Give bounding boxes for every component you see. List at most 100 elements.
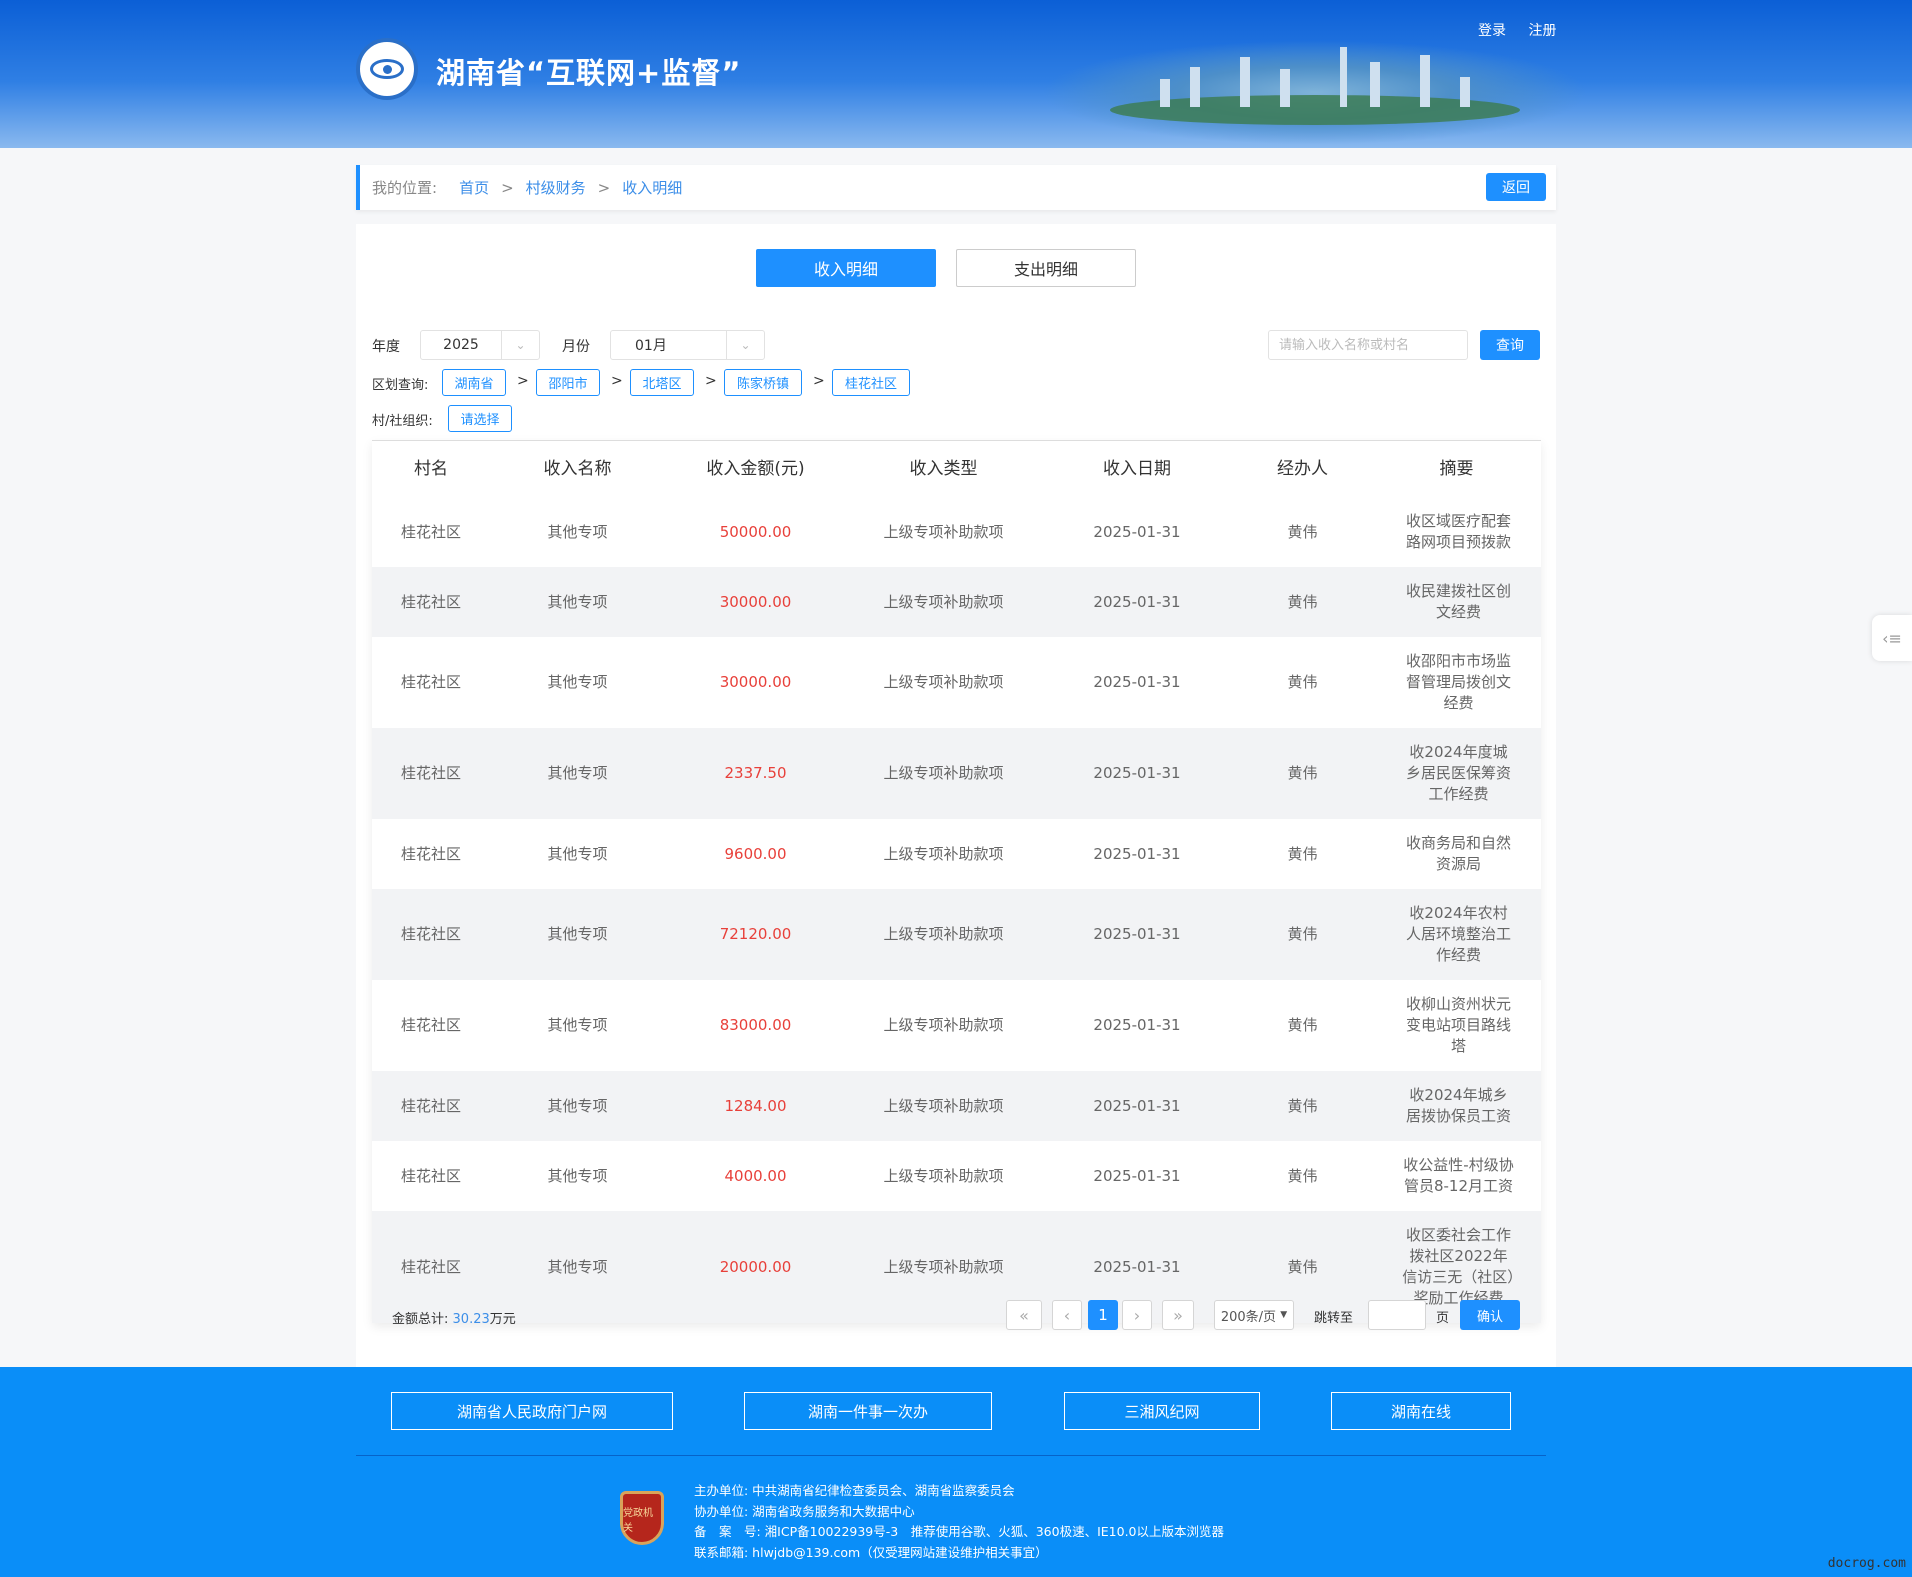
party-gov-badge-icon[interactable]: 党政机关 bbox=[620, 1491, 664, 1545]
breadcrumb-income-detail[interactable]: 收入明细 bbox=[622, 179, 683, 197]
register-link[interactable]: 注册 bbox=[1528, 23, 1557, 39]
column-header-summary: 摘要 bbox=[1439, 458, 1474, 479]
table-row[interactable]: 桂花社区 其他专项 9600.00 上级专项补助款项 2025-01-31 黄伟 收商务局和… bbox=[372, 819, 1541, 889]
breadcrumb-village-finance[interactable]: 村级财务 bbox=[525, 179, 586, 197]
region-label: 区划查询: bbox=[372, 378, 429, 393]
cell-date: 2025-01-31 bbox=[1093, 522, 1181, 541]
region-tag-community[interactable]: 桂花社区 bbox=[832, 369, 910, 396]
breadcrumb-home[interactable]: 首页 bbox=[459, 179, 490, 197]
main-panel: 收入明细 支出明细 年度 2025 ⌄ 月份 01月 ⌄ 查询 区划查询: 湖南… bbox=[356, 224, 1556, 1367]
tab-expense-detail[interactable]: 支出明细 bbox=[956, 249, 1136, 287]
table-body: 桂花社区 其他专项 50000.00 上级专项补助款项 2025-01-31 黄伟 收区域医… bbox=[372, 497, 1541, 1323]
query-button[interactable]: 查询 bbox=[1480, 330, 1540, 360]
cell-income-name: 其他专项 bbox=[547, 522, 608, 541]
cell-date: 2025-01-31 bbox=[1093, 592, 1181, 611]
cell-summary: 收邵阳市市场监督管理局拨创文经费 bbox=[1405, 652, 1511, 712]
cell-income-type: 上级专项补助款项 bbox=[883, 1096, 1004, 1115]
cell-summary: 收2024年度城乡居民医保筹资工作经费 bbox=[1405, 743, 1511, 803]
page-1-button[interactable]: 1 bbox=[1088, 1300, 1118, 1330]
cell-summary: 收民建拨社区创文经费 bbox=[1405, 582, 1511, 621]
login-link[interactable]: 登录 bbox=[1478, 23, 1506, 39]
cell-handler: 黄伟 bbox=[1287, 1096, 1318, 1115]
tab-income-detail[interactable]: 收入明细 bbox=[756, 249, 936, 287]
footer-link-sanxiang[interactable]: 三湘风纪网 bbox=[1064, 1392, 1260, 1430]
region-tag-district[interactable]: 北塔区 bbox=[630, 369, 694, 396]
footer-link-hunan-online[interactable]: 湖南在线 bbox=[1331, 1392, 1511, 1430]
next-page-button[interactable]: › bbox=[1122, 1300, 1152, 1330]
cell-date: 2025-01-31 bbox=[1093, 1016, 1181, 1034]
last-page-button[interactable]: » bbox=[1162, 1300, 1194, 1330]
region-tag-province[interactable]: 湖南省 bbox=[442, 369, 506, 396]
month-value: 01月 bbox=[635, 338, 667, 354]
jump-page-input[interactable] bbox=[1368, 1300, 1426, 1330]
cell-income-type: 上级专项补助款项 bbox=[883, 844, 1004, 863]
table-row[interactable]: 桂花社区 其他专项 50000.00 上级专项补助款项 2025-01-31 黄伟 收区域医… bbox=[372, 497, 1541, 567]
back-button[interactable]: 返回 bbox=[1486, 173, 1546, 201]
cell-handler: 黄伟 bbox=[1287, 925, 1318, 943]
breadcrumb-separator: > bbox=[597, 178, 611, 197]
org-select[interactable]: 请选择 bbox=[448, 405, 512, 432]
site-title: 湖南省“互联网+监督” bbox=[436, 56, 742, 90]
table-row[interactable]: 桂花社区 其他专项 83000.00 上级专项补助款项 2025-01-31 黄伟 收柳山资… bbox=[372, 980, 1541, 1071]
cell-handler: 黄伟 bbox=[1287, 592, 1318, 611]
page-size-value: 200条/页 bbox=[1220, 1309, 1277, 1325]
cell-income-name: 其他专项 bbox=[547, 925, 608, 943]
cell-income-type: 上级专项补助款项 bbox=[883, 522, 1004, 541]
table-row[interactable]: 桂花社区 其他专项 4000.00 上级专项补助款项 2025-01-31 黄伟 收公益性-… bbox=[372, 1141, 1541, 1211]
table-row[interactable]: 桂花社区 其他专项 30000.00 上级专项补助款项 2025-01-31 黄伟 收邵阳市… bbox=[372, 637, 1541, 728]
page-size-select[interactable]: 200条/页 ▼ bbox=[1214, 1300, 1294, 1330]
table-row[interactable]: 桂花社区 其他专项 20000.00 上级专项补助款项 2025-01-31 黄伟 收区委社… bbox=[372, 1211, 1541, 1323]
region-separator: > bbox=[813, 373, 825, 389]
confirm-jump-button[interactable]: 确认 bbox=[1460, 1300, 1520, 1330]
cell-village: 桂花社区 bbox=[400, 1096, 461, 1115]
footer-link-gov-portal[interactable]: 湖南省人民政府门户网 bbox=[391, 1392, 673, 1430]
column-header-date: 收入日期 bbox=[1103, 458, 1171, 479]
region-tag-city[interactable]: 邵阳市 bbox=[536, 369, 600, 396]
search-input[interactable] bbox=[1268, 330, 1468, 360]
side-menu-toggle-icon[interactable]: ‹≡ bbox=[1872, 615, 1912, 661]
year-label: 年度 bbox=[372, 339, 400, 355]
cell-amount: 1284.00 bbox=[724, 1096, 787, 1115]
cell-handler: 黄伟 bbox=[1287, 844, 1318, 863]
total-unit: 万元 bbox=[489, 1312, 516, 1327]
year-select[interactable]: 2025 ⌄ bbox=[420, 330, 540, 360]
city-skyline-image bbox=[1040, 40, 1590, 145]
cell-handler: 黄伟 bbox=[1287, 1166, 1318, 1185]
first-page-button[interactable]: « bbox=[1006, 1300, 1042, 1330]
cell-date: 2025-01-31 bbox=[1093, 764, 1181, 782]
column-header-amount: 收入金额(元) bbox=[706, 458, 805, 479]
cell-date: 2025-01-31 bbox=[1093, 1166, 1181, 1185]
footer-link-one-thing[interactable]: 湖南一件事一次办 bbox=[744, 1392, 992, 1430]
table-row[interactable]: 桂花社区 其他专项 30000.00 上级专项补助款项 2025-01-31 黄伟 收民建拨… bbox=[372, 567, 1541, 637]
table-row[interactable]: 桂花社区 其他专项 72120.00 上级专项补助款项 2025-01-31 黄伟 收202… bbox=[372, 889, 1541, 980]
amount-total: 金额总计: 30.23万元 bbox=[392, 1308, 516, 1327]
cell-summary: 收区域医疗配套路网项目预拨款 bbox=[1405, 512, 1511, 551]
table-row[interactable]: 桂花社区 其他专项 2337.50 上级专项补助款项 2025-01-31 黄伟 收2024… bbox=[372, 728, 1541, 819]
year-value: 2025 bbox=[443, 337, 479, 353]
cell-amount: 4000.00 bbox=[724, 1166, 787, 1185]
total-value: 30.23 bbox=[452, 1312, 490, 1327]
cell-village: 桂花社区 bbox=[400, 522, 461, 541]
month-select[interactable]: 01月 ⌄ bbox=[610, 330, 765, 360]
column-header-income-name: 收入名称 bbox=[543, 458, 612, 479]
chevron-down-icon: ⌄ bbox=[501, 331, 539, 359]
region-tag-town[interactable]: 陈家桥镇 bbox=[724, 369, 802, 396]
cell-income-type: 上级专项补助款项 bbox=[883, 764, 1004, 782]
cell-handler: 黄伟 bbox=[1287, 1016, 1318, 1034]
cell-income-type: 上级专项补助款项 bbox=[883, 1257, 1004, 1276]
cell-handler: 黄伟 bbox=[1287, 673, 1318, 691]
footer-icp: 备 案 号: 湘ICP备10022939号-3 推荐使用谷歌、火狐、360极速、… bbox=[694, 1524, 1225, 1539]
prev-page-button[interactable]: ‹ bbox=[1052, 1300, 1082, 1330]
cell-income-type: 上级专项补助款项 bbox=[883, 673, 1004, 691]
table-row[interactable]: 桂花社区 其他专项 1284.00 上级专项补助款项 2025-01-31 黄伟 收2024… bbox=[372, 1071, 1541, 1141]
cell-income-name: 其他专项 bbox=[547, 1016, 608, 1034]
badge-text: 党政机关 bbox=[623, 1508, 653, 1534]
site-footer: 湖南省人民政府门户网 湖南一件事一次办 三湘风纪网 湖南在线 党政机关 主办单位… bbox=[0, 1367, 1912, 1577]
footer-info: 主办单位: 中共湖南省纪律检查委员会、湖南省监察委员会 协办单位: 湖南省政务服… bbox=[694, 1481, 1224, 1563]
region-separator: > bbox=[517, 373, 529, 389]
cell-income-type: 上级专项补助款项 bbox=[883, 925, 1004, 943]
cell-date: 2025-01-31 bbox=[1093, 844, 1181, 863]
footer-divider bbox=[356, 1455, 1546, 1456]
cell-amount: 83000.00 bbox=[719, 1016, 792, 1034]
cell-summary: 收柳山资州状元变电站项目路线塔 bbox=[1405, 995, 1511, 1055]
